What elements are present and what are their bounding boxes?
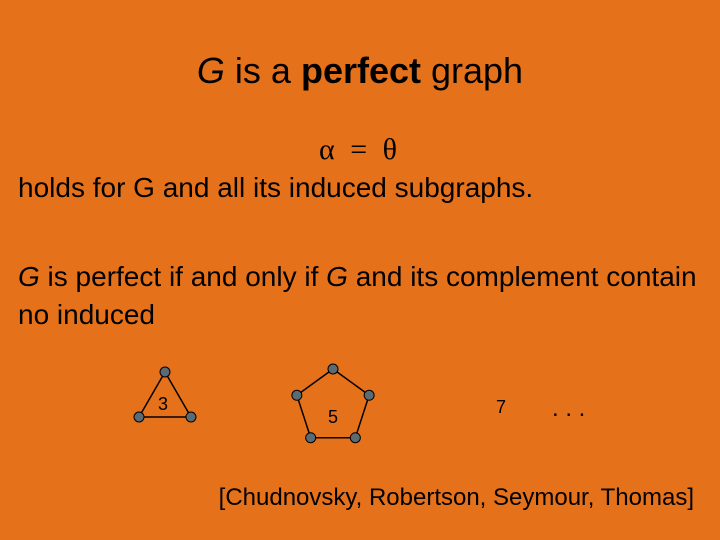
cycles-ellipsis: . . . [552, 395, 585, 423]
theorem-p2: is perfect if and only if [40, 261, 326, 292]
title-suffix: graph [421, 50, 523, 91]
theorem-g1: G [18, 261, 40, 292]
cycles-row: 357. . . [0, 362, 720, 462]
citation: [Chudnovsky, Robertson, Seymour, Thomas] [219, 484, 694, 512]
title-bold: perfect [301, 50, 421, 91]
cycle-label-7: 7 [496, 397, 506, 418]
title-mid: is a [225, 50, 301, 91]
equation: α = θ [0, 133, 720, 167]
theorem-text: G is perfect if and only if G and its co… [18, 258, 702, 334]
holds-text: holds for G and all its induced subgraph… [18, 172, 533, 204]
cycle-graph-5 [275, 362, 395, 462]
title-g: G [197, 50, 225, 91]
slide-title: G is a perfect graph [0, 50, 720, 92]
theorem-g2: G [326, 261, 348, 292]
cycle-graph-3 [108, 362, 222, 452]
